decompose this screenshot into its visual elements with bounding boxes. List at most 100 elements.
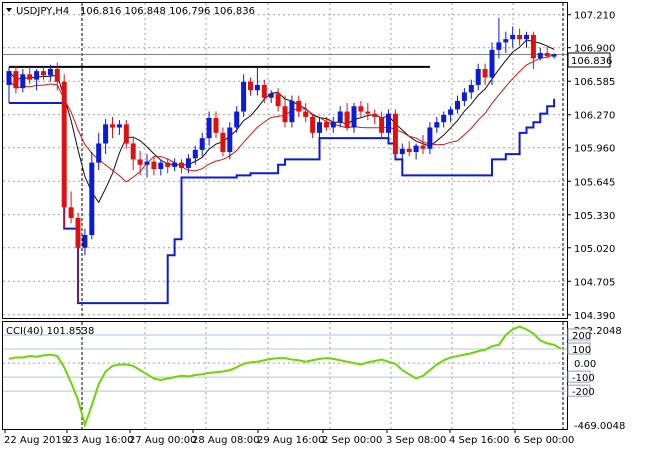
candle[interactable] xyxy=(137,150,143,176)
candle[interactable] xyxy=(282,95,288,128)
candle[interactable] xyxy=(185,154,191,174)
candle[interactable] xyxy=(165,158,171,174)
candle-body xyxy=(130,143,136,160)
candle[interactable] xyxy=(213,111,219,139)
candle[interactable] xyxy=(303,103,309,123)
candle[interactable] xyxy=(358,100,364,117)
candle[interactable] xyxy=(344,103,350,131)
candle[interactable] xyxy=(116,120,122,135)
candle[interactable] xyxy=(461,88,467,107)
candle[interactable] xyxy=(34,68,40,91)
candle[interactable] xyxy=(489,42,495,85)
candle[interactable] xyxy=(399,143,405,176)
candle[interactable] xyxy=(379,111,385,139)
time-tick-label: 23 Aug 16:00 xyxy=(66,435,133,446)
candle[interactable] xyxy=(503,31,509,54)
cci-series xyxy=(8,325,562,429)
candle-body xyxy=(248,81,253,91)
candle[interactable] xyxy=(241,74,247,117)
candle-body xyxy=(303,111,309,117)
candle[interactable] xyxy=(130,138,136,171)
candle-body xyxy=(27,74,33,80)
candle[interactable] xyxy=(75,212,81,304)
candle[interactable] xyxy=(261,79,267,104)
candle[interactable] xyxy=(158,159,164,176)
candle-body xyxy=(427,127,433,149)
candle[interactable] xyxy=(20,68,26,93)
candle[interactable] xyxy=(510,26,516,48)
candle[interactable] xyxy=(551,53,557,59)
candle[interactable] xyxy=(144,154,150,178)
candle[interactable] xyxy=(413,143,419,160)
candle[interactable] xyxy=(220,127,226,157)
candle[interactable] xyxy=(47,64,53,82)
candle[interactable] xyxy=(179,159,184,174)
candle[interactable] xyxy=(475,63,481,91)
candle[interactable] xyxy=(172,158,178,172)
candle[interactable] xyxy=(434,116,440,133)
candle[interactable] xyxy=(227,122,233,160)
candle[interactable] xyxy=(323,116,329,131)
candle[interactable] xyxy=(310,113,316,139)
candle-body xyxy=(151,161,157,170)
price-tick-label: 104.705 xyxy=(574,277,615,288)
candle[interactable] xyxy=(151,156,157,176)
candle[interactable] xyxy=(6,66,12,104)
candle[interactable] xyxy=(482,63,488,85)
candle[interactable] xyxy=(537,47,543,61)
candle[interactable] xyxy=(496,17,502,59)
chevron-down-icon[interactable] xyxy=(6,8,12,12)
candle[interactable] xyxy=(441,111,447,128)
candle[interactable] xyxy=(296,95,302,117)
candle[interactable] xyxy=(351,103,357,133)
candle[interactable] xyxy=(54,62,60,91)
candle[interactable] xyxy=(27,66,33,84)
candle[interactable] xyxy=(268,90,274,104)
candle[interactable] xyxy=(68,191,74,224)
candle[interactable] xyxy=(199,132,205,157)
cci-tick-label: -100 xyxy=(572,373,595,384)
candle-body xyxy=(158,162,164,170)
candle[interactable] xyxy=(420,134,426,155)
candle[interactable] xyxy=(192,145,198,165)
candle[interactable] xyxy=(123,120,129,149)
candle[interactable] xyxy=(448,106,454,123)
candles[interactable] xyxy=(6,17,557,304)
candle-body xyxy=(496,42,502,50)
candle[interactable] xyxy=(406,141,412,157)
candle[interactable] xyxy=(206,111,212,146)
candle[interactable] xyxy=(330,116,336,133)
candle[interactable] xyxy=(275,88,281,112)
candle[interactable] xyxy=(468,79,474,99)
candle[interactable] xyxy=(427,122,433,155)
candle-body xyxy=(89,162,95,235)
candle[interactable] xyxy=(234,106,240,133)
candle[interactable] xyxy=(82,228,88,256)
candle[interactable] xyxy=(89,151,95,240)
candle[interactable] xyxy=(365,103,371,121)
candle[interactable] xyxy=(455,95,460,114)
candle[interactable] xyxy=(41,66,46,80)
candle[interactable] xyxy=(61,74,67,229)
candle[interactable] xyxy=(13,65,19,94)
candle[interactable] xyxy=(392,109,398,160)
price-tick-label: 106.270 xyxy=(574,111,615,122)
candle[interactable] xyxy=(386,109,391,144)
trailing-stop-line xyxy=(9,98,556,305)
candle[interactable] xyxy=(517,28,523,46)
candle[interactable] xyxy=(337,106,343,128)
candle[interactable] xyxy=(372,109,378,125)
candle[interactable] xyxy=(96,132,102,171)
candle[interactable] xyxy=(103,118,109,155)
candle[interactable] xyxy=(289,95,295,128)
candle[interactable] xyxy=(317,116,322,139)
candle[interactable] xyxy=(110,116,115,139)
candle[interactable] xyxy=(254,66,260,96)
candle[interactable] xyxy=(544,45,550,59)
price-tick-label: 104.390 xyxy=(574,311,615,322)
candle[interactable] xyxy=(530,31,536,69)
candle-body xyxy=(103,124,109,144)
candle[interactable] xyxy=(524,31,529,48)
candle[interactable] xyxy=(248,77,253,96)
